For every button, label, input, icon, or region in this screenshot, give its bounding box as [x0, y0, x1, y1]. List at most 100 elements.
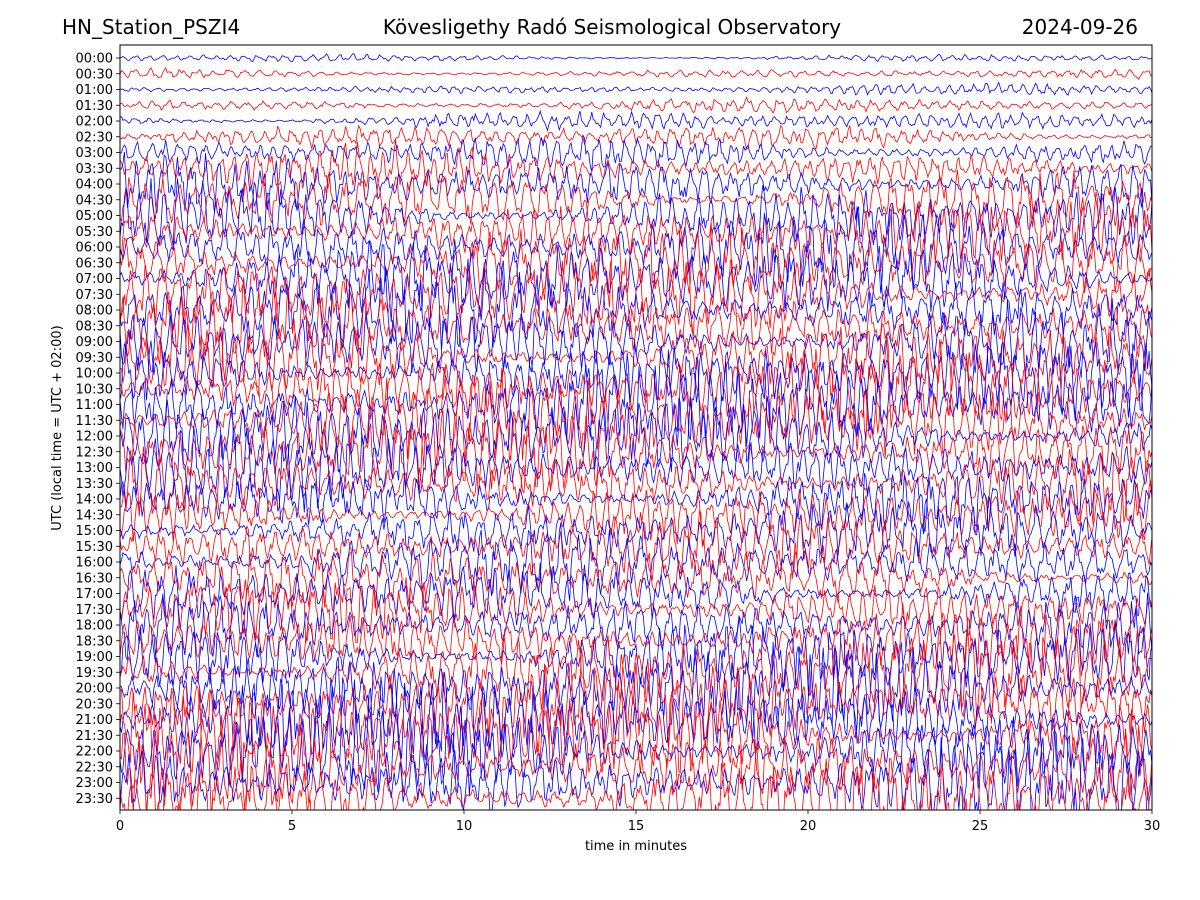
- y-tick-label: 00:00: [76, 52, 113, 67]
- seismic-trace: [120, 496, 1152, 557]
- seismic-trace: [120, 714, 1152, 810]
- seismic-trace: [120, 151, 1152, 214]
- seismic-trace: [120, 338, 1152, 440]
- y-tick-label: 07:00: [76, 272, 113, 287]
- seismic-trace: [120, 705, 1152, 797]
- seismic-trace: [120, 133, 1152, 172]
- seismic-trace: [120, 668, 1152, 771]
- seismic-trace: [120, 81, 1152, 96]
- y-axis-label: UTC (local time = UTC + 02:00): [50, 325, 65, 530]
- seismic-trace: [120, 408, 1152, 496]
- x-axis-label: time in minutes: [585, 839, 687, 854]
- y-tick-label: 14:30: [76, 508, 113, 523]
- seismic-trace: [120, 258, 1152, 336]
- seismic-trace: [120, 687, 1152, 784]
- seismic-trace: [120, 395, 1152, 474]
- y-tick-label: 03:30: [76, 162, 113, 177]
- y-tick-label: 06:30: [76, 256, 113, 271]
- y-tick-label: 10:30: [76, 382, 113, 397]
- seismic-trace: [120, 206, 1152, 294]
- seismic-trace: [120, 426, 1152, 513]
- x-tick-label: 10: [456, 819, 473, 834]
- y-tick-label: 10:00: [76, 367, 113, 382]
- x-tick-label: 30: [1144, 819, 1161, 834]
- y-tick-label: 02:30: [76, 130, 113, 145]
- seismic-trace: [120, 742, 1151, 810]
- x-tick-label: 20: [800, 819, 817, 834]
- y-tick-label: 19:00: [76, 650, 113, 665]
- y-tick-label: 20:00: [76, 682, 113, 697]
- y-tick-label: 03:00: [76, 146, 113, 161]
- seismic-trace: [120, 320, 1152, 396]
- y-axis: 00:0000:3001:0001:3002:0002:3003:0003:30…: [76, 52, 120, 807]
- record-date: 2024-09-26: [1021, 15, 1138, 39]
- seismic-trace: [120, 109, 1152, 133]
- y-tick-label: 21:30: [76, 729, 113, 744]
- y-tick-label: 07:30: [76, 288, 113, 303]
- y-tick-label: 18:00: [76, 619, 113, 634]
- y-tick-label: 00:30: [76, 67, 113, 82]
- seismic-trace: [120, 603, 1152, 681]
- y-tick-label: 19:30: [76, 666, 113, 681]
- y-tick-label: 13:00: [76, 461, 113, 476]
- y-tick-label: 22:30: [76, 760, 113, 775]
- seismic-trace: [120, 169, 1152, 228]
- seismic-trace: [120, 340, 1152, 422]
- y-tick-label: 18:30: [76, 634, 113, 649]
- x-tick-label: 15: [628, 819, 645, 834]
- seismic-trace: [120, 124, 1152, 151]
- y-tick-label: 23:30: [76, 792, 113, 807]
- seismic-trace: [120, 66, 1152, 81]
- y-tick-label: 17:30: [76, 603, 113, 618]
- y-tick-label: 04:00: [76, 178, 113, 193]
- y-tick-label: 20:30: [76, 697, 113, 712]
- y-tick-label: 11:00: [76, 398, 113, 413]
- y-tick-label: 12:00: [76, 430, 113, 445]
- y-tick-label: 22:00: [76, 745, 113, 760]
- trace-layer: [120, 52, 1152, 810]
- y-tick-label: 08:30: [76, 319, 113, 334]
- x-tick-label: 0: [116, 819, 124, 834]
- observatory-title: Kövesligethy Radó Seismological Observat…: [382, 15, 842, 39]
- y-tick-label: 06:00: [76, 241, 113, 256]
- seismic-trace: [120, 96, 1152, 114]
- y-tick-label: 05:30: [76, 225, 113, 240]
- x-axis: 0 5 10 15 20 25 30: [116, 810, 1160, 834]
- seismic-trace: [120, 509, 1152, 581]
- y-tick-label: 12:30: [76, 445, 113, 460]
- y-tick-label: 09:00: [76, 335, 113, 350]
- seismic-trace: [120, 139, 1152, 189]
- y-tick-label: 15:30: [76, 540, 113, 555]
- y-tick-label: 13:30: [76, 477, 113, 492]
- y-tick-label: 05:00: [76, 209, 113, 224]
- seismic-trace: [120, 446, 1152, 524]
- y-tick-label: 14:00: [76, 493, 113, 508]
- seismic-trace: [120, 298, 1152, 379]
- seismic-trace: [120, 582, 1152, 644]
- y-tick-label: 15:00: [76, 524, 113, 539]
- y-tick-label: 23:00: [76, 776, 113, 791]
- seismic-trace: [120, 729, 1152, 810]
- seismic-trace: [120, 52, 1152, 63]
- y-tick-label: 16:30: [76, 571, 113, 586]
- seismic-trace: [120, 470, 1152, 533]
- seismic-trace: [120, 592, 1152, 663]
- station-name: HN_Station_PSZI4: [62, 15, 241, 39]
- seismic-trace: [120, 191, 1152, 269]
- seismic-trace: [120, 480, 1152, 546]
- y-tick-label: 16:00: [76, 556, 113, 571]
- y-tick-label: 01:30: [76, 99, 113, 114]
- y-tick-label: 17:00: [76, 587, 113, 602]
- seismic-trace: [120, 522, 1152, 601]
- y-tick-label: 01:00: [76, 83, 113, 98]
- x-tick-label: 25: [972, 819, 989, 834]
- y-tick-label: 11:30: [76, 414, 113, 429]
- y-tick-label: 21:00: [76, 713, 113, 728]
- seismic-trace: [120, 223, 1152, 308]
- seismic-trace: [120, 648, 1152, 753]
- y-tick-label: 04:30: [76, 193, 113, 208]
- y-tick-label: 09:30: [76, 351, 113, 366]
- seismic-trace: [120, 626, 1152, 724]
- x-tick-label: 5: [288, 819, 296, 834]
